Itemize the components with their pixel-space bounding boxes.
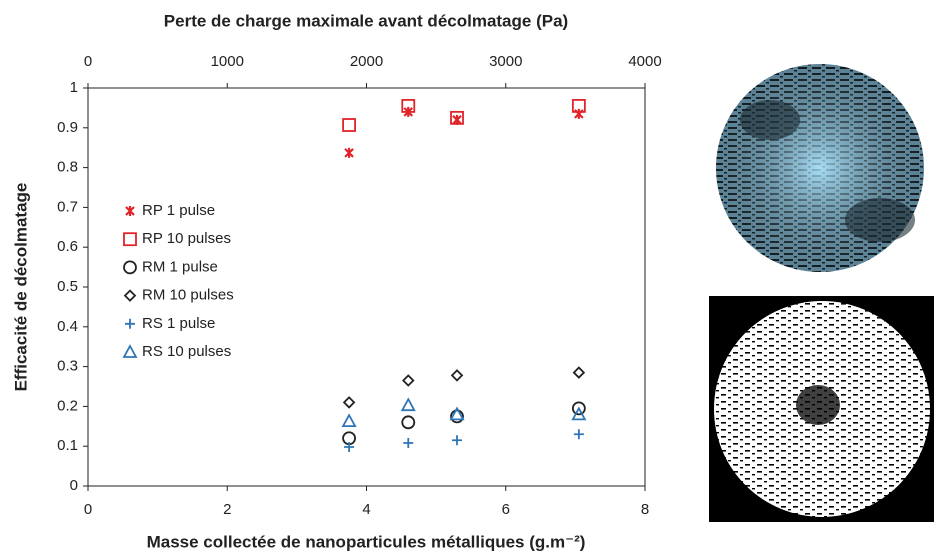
x2-tick-label: 4000 xyxy=(628,53,661,70)
y-tick-label: 0.3 xyxy=(57,358,78,375)
legend-marker xyxy=(123,289,137,302)
legend-marker xyxy=(122,344,138,358)
y-tick-label: 0 xyxy=(70,477,78,494)
x-tick-label: 4 xyxy=(362,501,370,518)
y-tick-label: 0.7 xyxy=(57,198,78,215)
y-tick-label: 0.5 xyxy=(57,278,78,295)
marker xyxy=(572,366,586,379)
marker xyxy=(450,369,464,382)
y-tick-label: 0.2 xyxy=(57,397,78,414)
x-axis-title: Masse collectée de nanoparticules métall… xyxy=(147,532,586,551)
legend-label: RS 1 pulse xyxy=(142,315,215,332)
marker xyxy=(344,147,354,158)
legend-label: RM 10 pulses xyxy=(142,287,234,304)
marker xyxy=(449,406,465,421)
y-tick-label: 1 xyxy=(70,79,78,96)
legend-label: RP 1 pulse xyxy=(142,202,215,219)
x-tick-label: 0 xyxy=(84,501,92,518)
photo-bottom xyxy=(709,296,934,522)
top-axis-title: Perte de charge maximale avant décolmata… xyxy=(164,11,568,30)
x-tick-label: 2 xyxy=(223,501,231,518)
photo-top xyxy=(716,64,924,272)
marker xyxy=(450,409,464,424)
y-tick-label: 0.9 xyxy=(57,119,78,136)
marker xyxy=(574,108,584,119)
y-tick-label: 0.8 xyxy=(57,159,78,176)
legend-label: RP 10 pulses xyxy=(142,230,231,247)
x-tick-label: 8 xyxy=(641,501,649,518)
x2-tick-label: 1000 xyxy=(211,53,244,70)
x-tick-label: 6 xyxy=(502,501,510,518)
marker xyxy=(571,99,586,113)
x2-tick-label: 0 xyxy=(84,53,92,70)
marker xyxy=(571,406,587,421)
y-tick-label: 0.6 xyxy=(57,238,78,255)
marker xyxy=(452,435,463,446)
y-tick-label: 0.4 xyxy=(57,318,78,335)
x2-tick-label: 3000 xyxy=(489,53,522,70)
marker xyxy=(342,396,356,409)
legend-label: RM 1 pulse xyxy=(142,258,218,275)
marker xyxy=(342,118,356,132)
legend-marker xyxy=(125,206,135,216)
marker xyxy=(401,415,416,430)
marker xyxy=(571,401,586,416)
marker xyxy=(573,429,584,440)
legend-marker xyxy=(123,260,137,275)
legend-marker xyxy=(125,318,135,329)
marker xyxy=(402,374,415,387)
y-axis-title: Efficacité de décolmatage xyxy=(11,183,30,392)
x2-tick-label: 2000 xyxy=(350,53,383,70)
marker xyxy=(403,438,414,449)
marker xyxy=(401,99,416,113)
marker xyxy=(341,413,357,428)
y-tick-label: 0.1 xyxy=(57,437,78,454)
marker xyxy=(344,441,355,452)
legend-label: RS 10 pulses xyxy=(142,343,231,360)
marker xyxy=(450,110,464,125)
legend-marker xyxy=(123,232,137,247)
marker xyxy=(400,397,416,412)
